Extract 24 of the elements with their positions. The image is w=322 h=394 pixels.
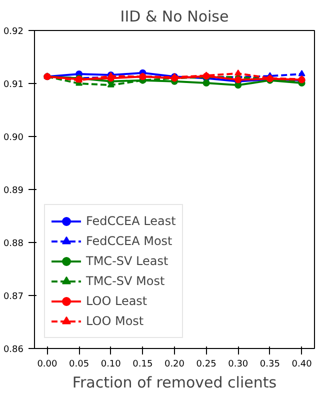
y-tick-label: 0.86 bbox=[3, 345, 24, 355]
legend-label: FedCCEA Least bbox=[86, 214, 176, 228]
y-tick-label: 0.88 bbox=[3, 239, 24, 249]
legend-label: TMC-SV Most bbox=[86, 274, 165, 288]
y-tick-label: 0.89 bbox=[3, 186, 24, 196]
x-tick-label: 0.25 bbox=[196, 360, 216, 370]
x-tick-label: 0.05 bbox=[69, 360, 90, 370]
x-tick-label: 0.00 bbox=[37, 360, 58, 370]
x-tick-label: 0.40 bbox=[292, 360, 312, 370]
legend-label: FedCCEA Most bbox=[86, 234, 172, 248]
legend-label: LOO Most bbox=[86, 314, 144, 328]
legend-label: TMC-SV Least bbox=[86, 254, 168, 268]
y-tick-label: 0.92 bbox=[3, 27, 24, 37]
x-tick-label: 0.15 bbox=[132, 360, 153, 370]
x-tick-label: 0.20 bbox=[164, 360, 185, 370]
x-tick-label: 0.35 bbox=[260, 360, 280, 370]
legend-label: LOO Least bbox=[86, 294, 148, 308]
y-tick-label: 0.91 bbox=[3, 80, 24, 90]
chart-title: IID & No Noise bbox=[120, 8, 229, 26]
x-axis-title: Fraction of removed clients bbox=[72, 374, 277, 392]
y-tick-label: 0.90 bbox=[3, 133, 24, 143]
y-tick-label: 0.87 bbox=[3, 292, 24, 302]
x-tick-label: 0.10 bbox=[100, 360, 122, 370]
x-tick-label: 0.30 bbox=[228, 360, 248, 370]
